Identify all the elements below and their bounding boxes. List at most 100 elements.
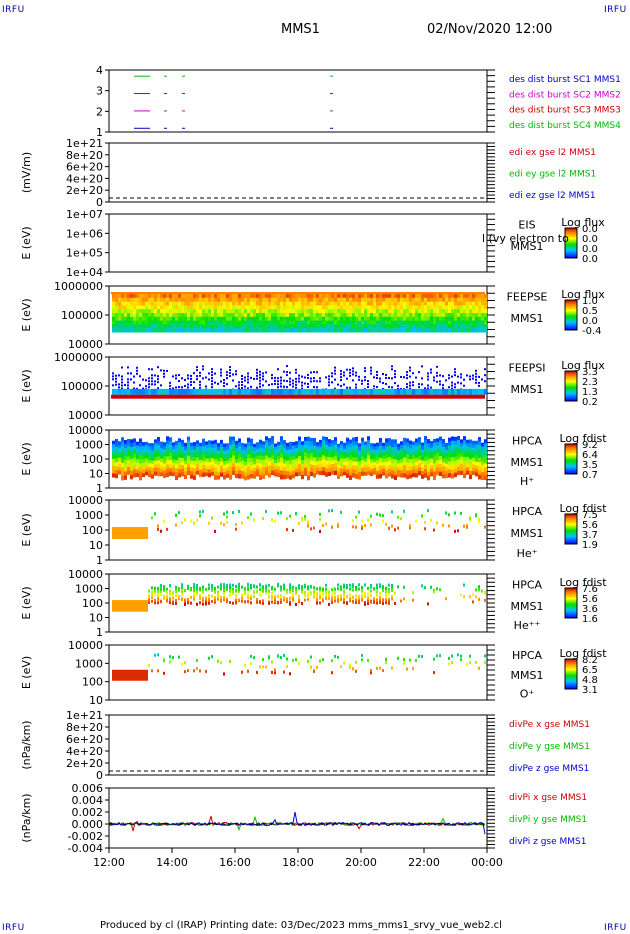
spectrogram-cell	[202, 368, 204, 371]
spectrogram-cell	[292, 316, 295, 322]
spectrogram-cell	[460, 373, 462, 376]
spectrogram-cell	[154, 320, 157, 325]
spectrogram-cell	[247, 305, 250, 310]
spectrogram-cell	[277, 320, 280, 325]
spectrogram-cell	[115, 305, 118, 310]
spectrogram-cell	[358, 461, 361, 466]
spectrogram-cell	[130, 455, 133, 460]
spectrogram-cell	[142, 324, 145, 329]
spectrogram-cell	[310, 471, 313, 477]
spectrogram-cell	[433, 471, 436, 476]
spectrogram-cell	[280, 320, 283, 325]
spectrogram-cell	[217, 324, 220, 329]
spectrogram-cell	[436, 521, 438, 525]
spectrogram-cell	[406, 450, 409, 456]
spectrogram-cell	[271, 294, 274, 299]
spectrogram-cell	[343, 461, 346, 466]
spectrogram-cell	[127, 328, 130, 333]
spectrogram-cell	[427, 294, 430, 299]
spectrogram-cell	[322, 294, 325, 299]
spectrogram-cell	[136, 324, 139, 329]
spectrogram-cell	[481, 388, 484, 395]
spectrogram-cell	[427, 313, 430, 318]
spectrogram-cell	[325, 297, 328, 303]
spectrogram-cell	[421, 471, 424, 476]
spectrogram-cell	[337, 297, 340, 303]
spectrogram-cell	[340, 370, 342, 373]
spectrogram-cell	[334, 366, 336, 369]
spectrogram-cell	[373, 328, 376, 333]
spectrogram-cell	[217, 320, 220, 325]
spectrogram-cell	[181, 294, 184, 299]
spectrogram-cell	[298, 324, 301, 329]
spectrogram-cell	[382, 455, 385, 460]
spectrogram-cell	[280, 297, 283, 303]
spectrogram-cell	[307, 660, 309, 664]
spectrogram-cell	[382, 468, 385, 473]
spectrogram-cell	[385, 301, 388, 306]
spectrogram-cell	[217, 316, 220, 322]
spectrogram-cell	[142, 442, 145, 447]
spectrogram-cell	[358, 301, 361, 306]
spectrogram-cell	[289, 445, 292, 450]
spectrogram-cell	[454, 468, 457, 474]
spectrogram-cell	[154, 464, 157, 469]
spectrogram-cell	[202, 598, 204, 602]
spectrogram-cell	[430, 328, 433, 333]
spectrogram-cell	[349, 374, 351, 377]
spectrogram-cell	[316, 442, 319, 446]
spectrogram-cell	[292, 459, 295, 464]
spectrogram-cell	[184, 324, 187, 329]
panel-label-2: He⁺⁺	[514, 619, 541, 632]
spectrogram-cell	[133, 320, 136, 325]
spectrogram-cell	[460, 446, 463, 451]
spectrogram-cell	[262, 658, 264, 662]
spectrogram-cell	[367, 440, 370, 445]
spectrogram-cell	[184, 309, 187, 314]
spectrogram-cell	[484, 368, 486, 371]
spectrogram-cell	[169, 598, 171, 602]
spectrogram-cell	[307, 309, 310, 314]
spectrogram-cell	[214, 316, 217, 322]
spectrogram-cell	[169, 471, 172, 476]
spectrogram-cell	[316, 458, 319, 462]
spectrogram-cell	[451, 465, 454, 471]
spectrogram-cell	[394, 294, 397, 299]
spectrogram-cell	[178, 294, 181, 299]
spectrogram-cell	[403, 597, 405, 601]
spectrogram-cell	[295, 441, 298, 446]
spectrogram-cell	[295, 465, 298, 470]
spectrogram-cell	[223, 305, 226, 310]
panel-label-1: MMS1	[511, 669, 544, 682]
spectrogram-cell	[361, 437, 364, 442]
spectrogram-cell	[190, 377, 192, 380]
spectrogram-cell	[175, 386, 177, 389]
spectrogram-cell	[427, 388, 430, 395]
spectrogram-cell	[136, 316, 139, 322]
spectrogram-cell	[385, 324, 388, 329]
spectrogram-cell	[142, 387, 144, 390]
spectrogram-cell	[448, 377, 450, 380]
spectrogram-cell	[235, 466, 238, 471]
spectrogram-cell	[301, 590, 303, 594]
spectrogram-cell	[118, 374, 120, 377]
spectrogram-cell	[415, 450, 418, 455]
spectrogram-cell	[319, 324, 322, 329]
spectrogram-cell	[115, 297, 118, 303]
spectrogram-cell	[181, 586, 183, 590]
spectrogram-cell	[445, 511, 447, 515]
spectrogram-cell	[301, 448, 304, 454]
spectrogram-cell	[379, 305, 382, 310]
spectrogram-cell	[292, 467, 295, 472]
spectrogram-cell	[226, 305, 229, 310]
spectrogram-cell	[352, 445, 355, 450]
spectrogram-cell	[349, 309, 352, 314]
spectrogram-cell	[241, 294, 244, 299]
spectrogram-cell	[211, 388, 214, 395]
spectrogram-cell	[136, 459, 139, 464]
spectrogram-cell	[151, 450, 154, 455]
spectrogram-cell	[310, 445, 313, 450]
spectrogram-cell	[118, 444, 121, 449]
spectrogram-cell	[436, 301, 439, 306]
spectrogram-cell	[133, 469, 136, 474]
